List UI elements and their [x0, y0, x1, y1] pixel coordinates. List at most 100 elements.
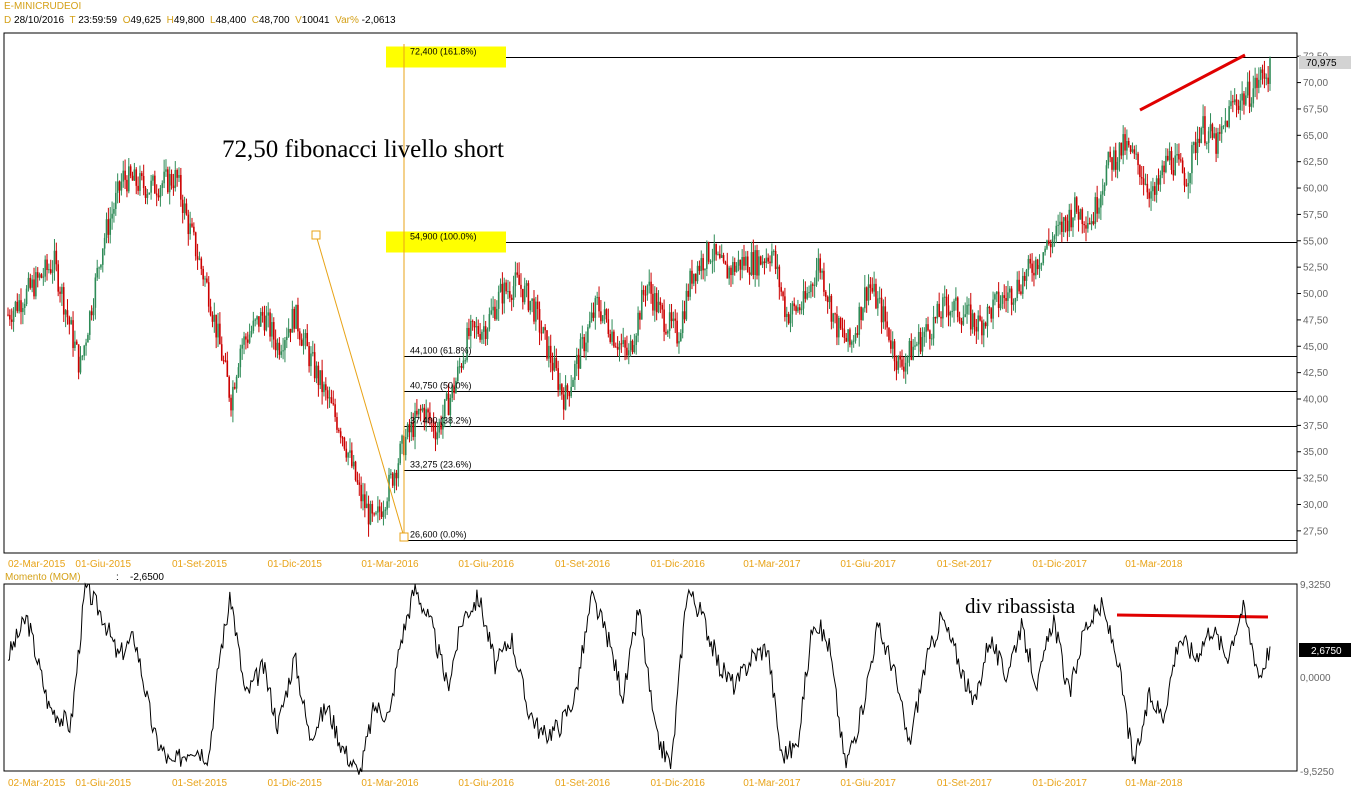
candle-body [622, 340, 625, 345]
candle-body [936, 303, 939, 319]
candle-body [968, 304, 970, 306]
candle-body [1258, 79, 1260, 88]
candle-body [505, 282, 507, 292]
candle-body [691, 270, 693, 284]
candle-body [667, 330, 669, 334]
candle-body [1213, 133, 1216, 138]
ohlc-readout: D 28/10/2016 T 23:59:59 O49,625 H49,800 … [4, 15, 396, 26]
candle-body [867, 284, 870, 301]
candle-body [282, 350, 284, 352]
candle-body [7, 314, 9, 316]
candle-body [713, 243, 716, 261]
candle-body [204, 278, 206, 280]
candle-body [306, 332, 309, 347]
price-tick-label: 35,00 [1303, 447, 1328, 458]
candle-body [456, 366, 459, 382]
candle-body [243, 336, 245, 345]
candle-body [875, 283, 877, 309]
fib-anchor-handle-2[interactable] [399, 532, 409, 542]
candle-body [975, 326, 978, 332]
candle-body [891, 341, 894, 349]
candle-body [787, 313, 790, 324]
candle-body [313, 352, 316, 379]
candle-body [434, 431, 437, 440]
candle-body [460, 366, 463, 368]
candle-body [83, 345, 86, 356]
candle-body [678, 341, 680, 344]
date-axis-price: 02-Mar-2015 01-Giu-2015 01-Set-2015 01-Dic-… [8, 559, 1183, 570]
candle-body [445, 393, 448, 400]
candle-body [687, 290, 690, 297]
candle-body [858, 306, 861, 335]
candle-body [839, 317, 842, 329]
candle-body [785, 313, 788, 318]
candle-body [737, 259, 740, 266]
candle-body [391, 473, 394, 486]
candle-body [1101, 190, 1104, 195]
candle-body [226, 360, 229, 377]
candle-body [404, 436, 407, 456]
candle-body [644, 294, 647, 296]
candle-body [555, 357, 558, 369]
candle-body [516, 272, 519, 275]
fib-anchor-handle-1[interactable] [311, 230, 321, 240]
candle-body [189, 223, 191, 235]
candle-body [852, 340, 855, 342]
candle-body [176, 170, 178, 178]
candle-body [88, 311, 91, 335]
candle-body [932, 316, 935, 339]
candle-body [207, 282, 210, 307]
date-tick-label: 01-Mar-2017 [743, 559, 801, 570]
candle-body [27, 277, 30, 289]
candle-body [717, 253, 719, 255]
candle-body [1022, 275, 1024, 294]
candle-body [804, 291, 807, 299]
candle-body [561, 384, 563, 395]
price-trend-line[interactable] [1139, 53, 1246, 112]
candle-body [1155, 178, 1158, 195]
candle-body [384, 509, 387, 511]
candle-body [598, 296, 600, 312]
candle-body [1239, 100, 1242, 110]
candle-body [1161, 165, 1164, 176]
candle-body [1189, 173, 1191, 184]
candle-body [152, 175, 154, 181]
candle-body [124, 170, 126, 180]
last-price-value: 70,975 [1306, 58, 1337, 69]
fibonacci-labels: 72,400 (161.8%) 54,900 (100.0%) 44,100 (61… [386, 46, 506, 540]
candle-body [834, 313, 836, 315]
candle-body [620, 343, 623, 345]
momentum-divergence-line[interactable] [1116, 613, 1269, 619]
symbol-name: E-MINICRUDEOI [4, 1, 82, 12]
candle-body [172, 185, 175, 189]
candle-body [741, 257, 743, 270]
candle-body [1211, 124, 1214, 138]
candle-body [536, 301, 539, 310]
candle-body [1159, 175, 1162, 185]
candle-body [237, 367, 240, 377]
fib-swing-line[interactable] [315, 234, 405, 538]
candle-body [1031, 263, 1033, 273]
candle-body [759, 256, 762, 265]
candle-body [672, 318, 675, 322]
date-tick-label: 01-Dic-2016 [650, 559, 705, 570]
candle-body [570, 386, 572, 397]
candle-body [378, 506, 381, 512]
candle-body [427, 409, 429, 413]
candle-body [261, 311, 264, 316]
candle-body [185, 203, 188, 215]
candle-body [349, 450, 351, 453]
candle-body [984, 322, 987, 327]
price-tick-label: 60,00 [1303, 184, 1328, 195]
candle-body [129, 166, 132, 176]
candle-body [964, 314, 966, 318]
candle-body [715, 243, 717, 255]
candle-body [217, 323, 219, 338]
candle-body [942, 297, 944, 319]
candle-body [1007, 292, 1009, 301]
candle-body [562, 394, 565, 410]
candle-body [1137, 153, 1139, 166]
candle-body [155, 193, 158, 196]
candle-body [930, 338, 933, 340]
